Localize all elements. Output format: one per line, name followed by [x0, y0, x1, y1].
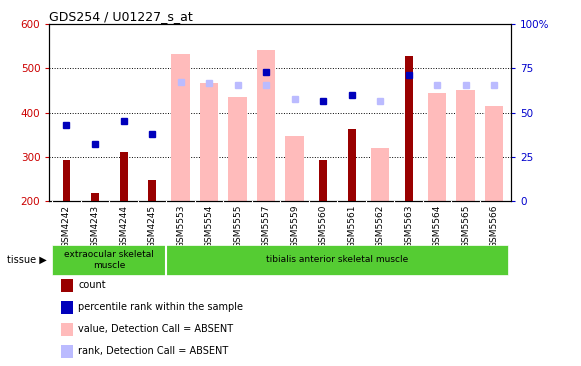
Text: GSM5560: GSM5560 [318, 205, 328, 248]
Bar [52, 245, 166, 274]
Text: rank, Detection Call = ABSENT: rank, Detection Call = ABSENT [78, 346, 229, 356]
Bar [91, 193, 99, 201]
Text: GSM4245: GSM4245 [148, 205, 156, 248]
Text: GSM5563: GSM5563 [404, 205, 413, 248]
Bar [485, 106, 504, 201]
Bar [257, 51, 275, 201]
Text: GSM5555: GSM5555 [233, 205, 242, 248]
Bar [120, 153, 127, 201]
Text: GSM4242: GSM4242 [62, 205, 71, 248]
Text: extraocular skeletal
muscle: extraocular skeletal muscle [64, 250, 154, 270]
Bar [347, 130, 356, 201]
Text: GSM5559: GSM5559 [290, 205, 299, 248]
Bar [457, 90, 475, 201]
Bar [371, 149, 389, 201]
Text: percentile rank within the sample: percentile rank within the sample [78, 302, 243, 312]
Text: GSM4243: GSM4243 [91, 205, 99, 248]
Text: value, Detection Call = ABSENT: value, Detection Call = ABSENT [78, 324, 234, 334]
Bar [285, 136, 304, 201]
Bar [228, 97, 247, 201]
Text: GSM5561: GSM5561 [347, 205, 356, 248]
Text: GSM5562: GSM5562 [376, 205, 385, 248]
Bar [171, 53, 190, 201]
Text: GSM5553: GSM5553 [176, 205, 185, 248]
Text: GDS254 / U01227_s_at: GDS254 / U01227_s_at [49, 10, 193, 23]
Bar [166, 245, 508, 274]
Text: GSM5564: GSM5564 [433, 205, 442, 248]
Bar [200, 83, 218, 201]
Bar [63, 160, 70, 201]
Bar [404, 56, 413, 201]
Text: GSM5565: GSM5565 [461, 205, 470, 248]
Text: tissue ▶: tissue ▶ [7, 255, 46, 265]
Text: GSM5557: GSM5557 [261, 205, 271, 248]
Text: GSM4244: GSM4244 [119, 205, 128, 248]
Bar [319, 160, 327, 201]
Text: count: count [78, 280, 106, 290]
Bar [428, 93, 446, 201]
Text: tibialis anterior skeletal muscle: tibialis anterior skeletal muscle [266, 255, 408, 264]
Bar [148, 180, 156, 201]
Text: GSM5566: GSM5566 [490, 205, 498, 248]
Text: GSM5554: GSM5554 [205, 205, 214, 248]
